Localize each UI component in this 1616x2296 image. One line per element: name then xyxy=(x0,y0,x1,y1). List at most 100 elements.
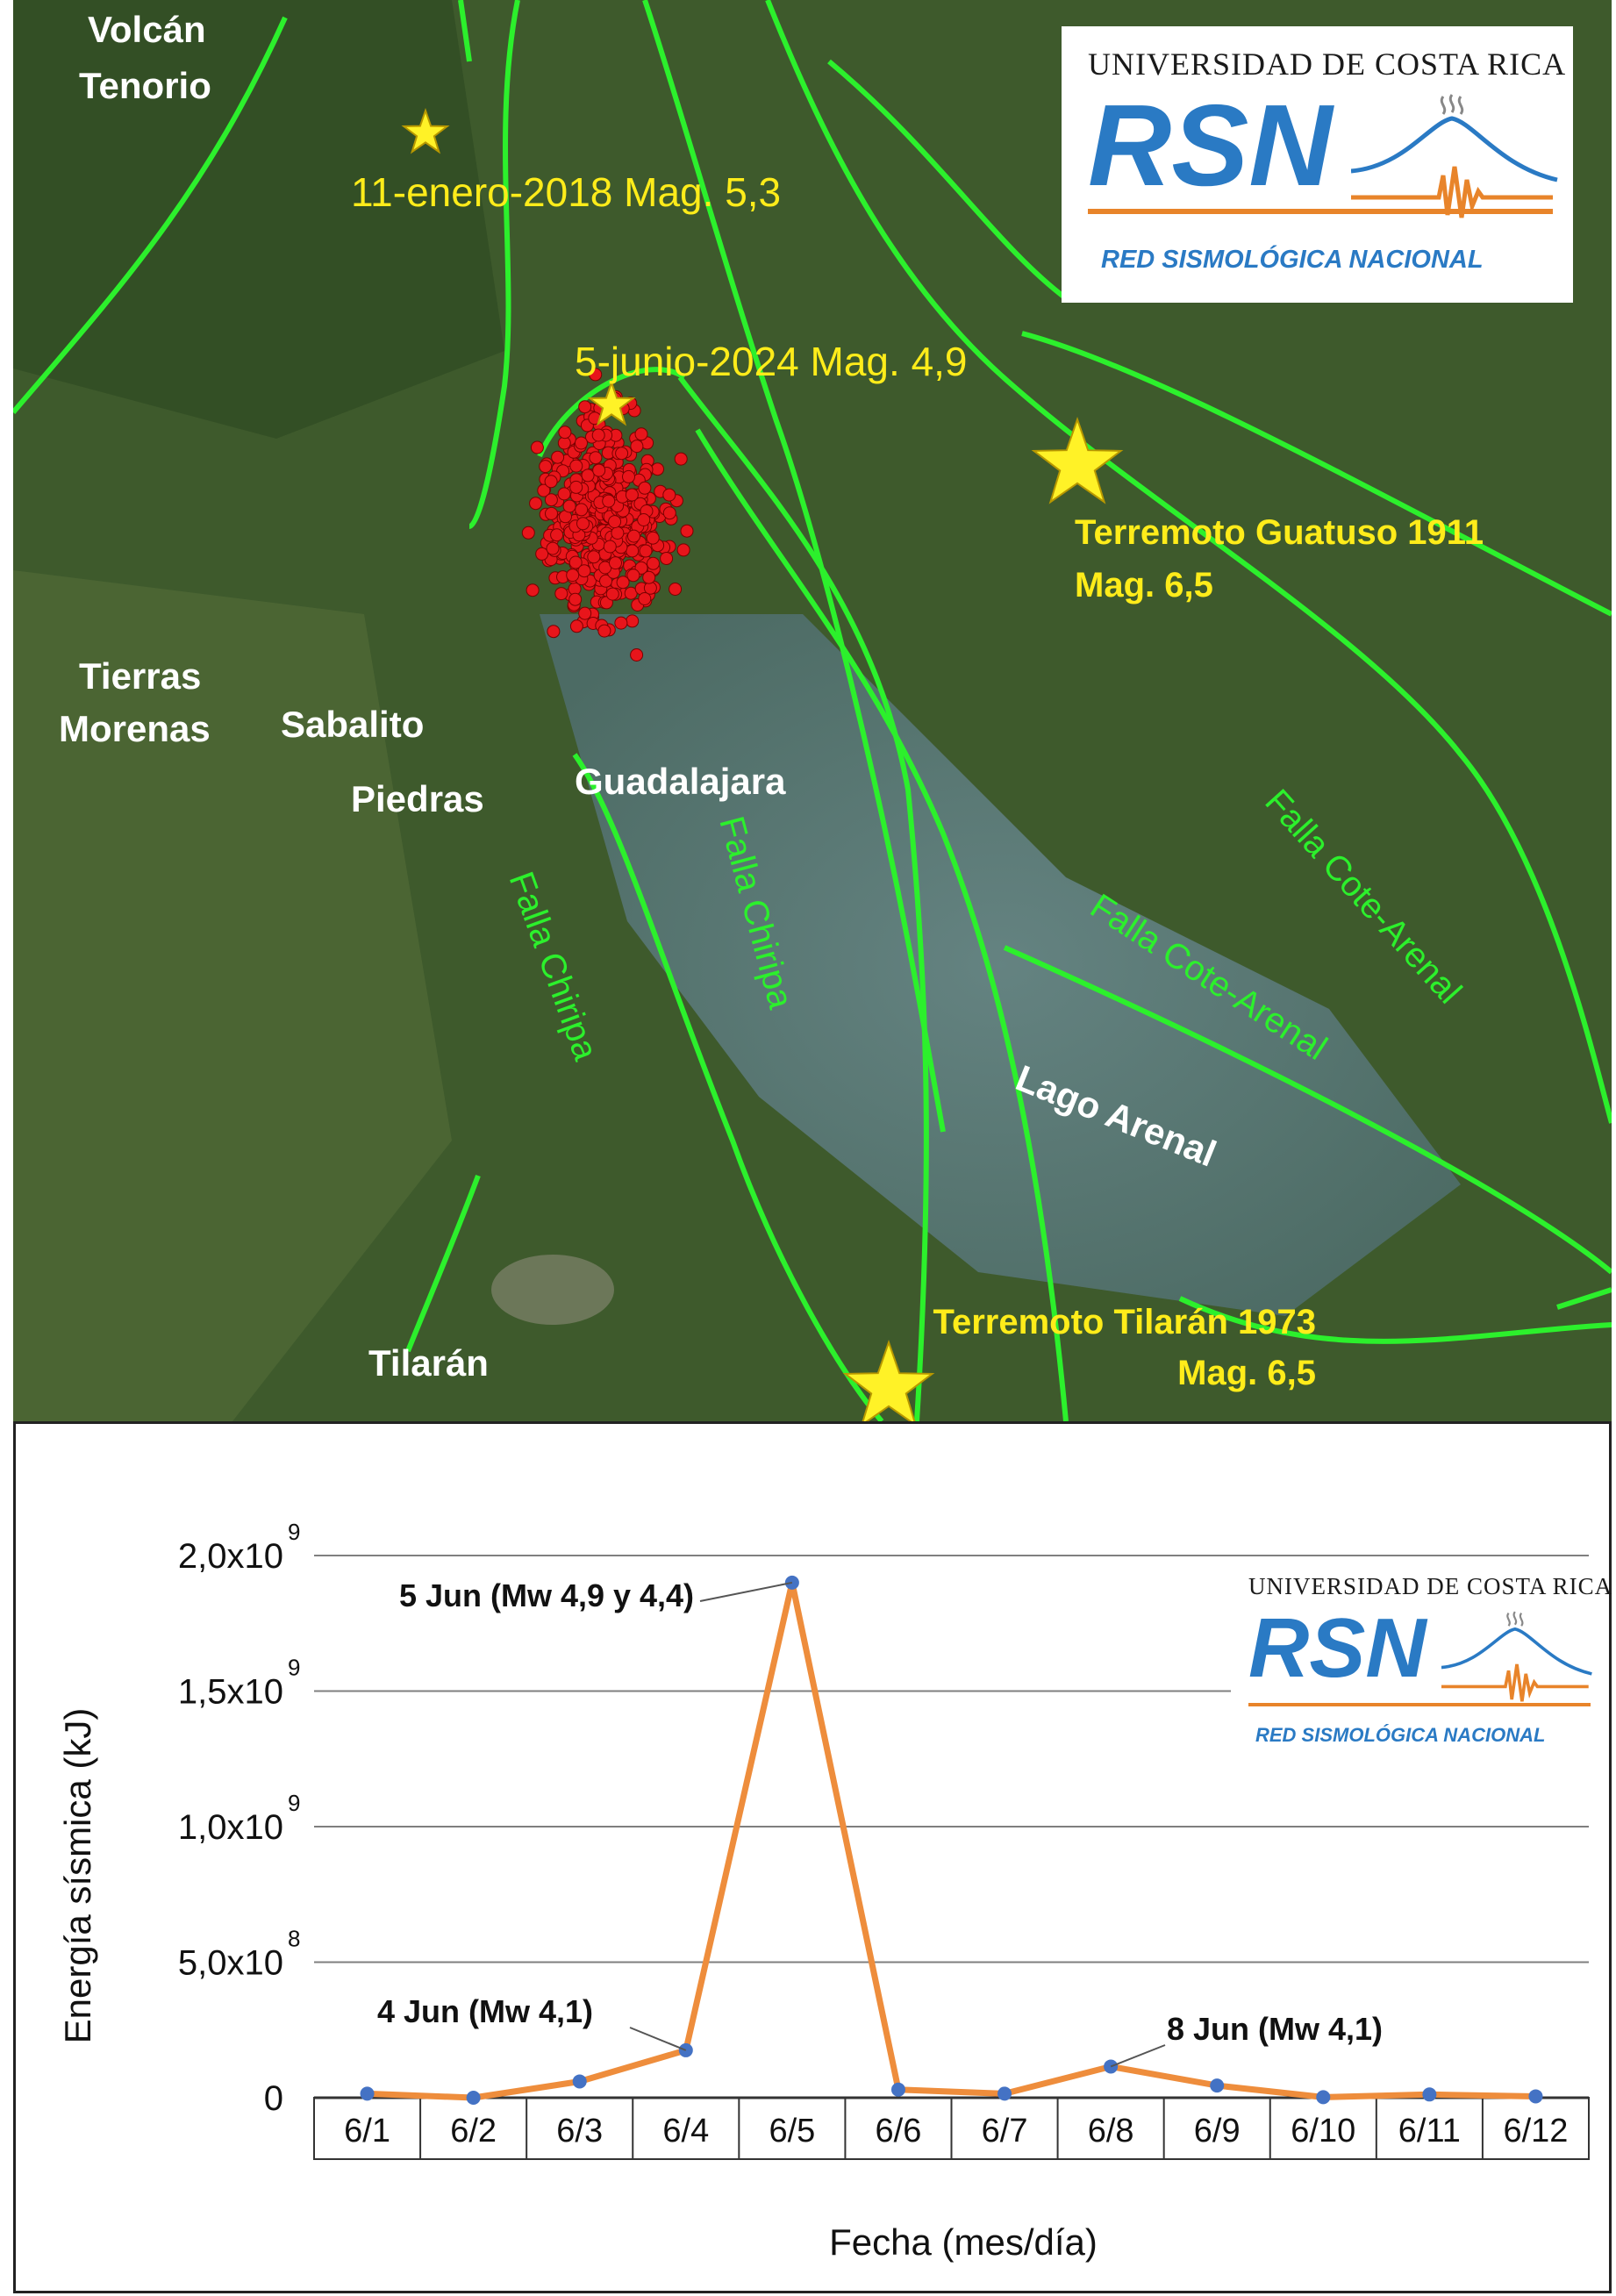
epicenter-dot xyxy=(634,427,648,441)
epicenter-dot xyxy=(642,570,656,584)
epicenter-dot xyxy=(551,450,565,464)
epicenter-dot xyxy=(602,494,616,508)
epicenter-dot xyxy=(554,587,568,601)
x-tick-label: 6/9 xyxy=(1194,2113,1241,2149)
epicenter-dot xyxy=(566,569,580,583)
farmland-area xyxy=(13,570,452,1421)
epicenter-dot xyxy=(614,616,628,630)
event-labels: 11-enero-2018 Mag. 5,3 5-junio-2024 Mag.… xyxy=(351,169,1484,1392)
epicenter-dot xyxy=(674,452,688,466)
epicenter-dot xyxy=(544,475,558,489)
epicenter-dot xyxy=(647,556,660,570)
x-tick-label: 6/10 xyxy=(1291,2113,1355,2149)
event-stars xyxy=(401,107,1124,1421)
annotation-leader xyxy=(1110,2044,1166,2068)
logo-university-name: UNIVERSIDAD DE COSTA RICA xyxy=(1088,46,1567,82)
x-tick-label: 6/6 xyxy=(876,2113,922,2149)
epicenter-dot xyxy=(526,583,540,597)
data-point xyxy=(572,2074,587,2089)
epicenter-dot xyxy=(550,528,564,542)
logo-network-name: RED SISMOLÓGICA NACIONAL xyxy=(1255,1724,1546,1746)
guatuso-title: Terremoto Guatuso 1911 xyxy=(1075,513,1484,552)
epicenter-dot xyxy=(577,564,591,578)
epicenter-dot xyxy=(615,447,629,461)
epicenter-dot xyxy=(546,541,560,555)
x-tick-label: 6/3 xyxy=(556,2113,603,2149)
epicenter-dot xyxy=(521,526,535,540)
data-point xyxy=(1316,2090,1331,2105)
tilaran-quake-magnitude: Mag. 6,5 xyxy=(1177,1354,1316,1392)
epicenter-dot xyxy=(626,544,640,558)
guatuso-magnitude: Mag. 6,5 xyxy=(1075,566,1213,604)
epicenter-dot xyxy=(539,460,553,474)
epicenter-dot xyxy=(578,400,592,414)
epicenter-dot xyxy=(589,368,603,382)
logo-network-name: RED SISMOLÓGICA NACIONAL xyxy=(1101,246,1484,274)
logo-acronym: RSN xyxy=(1088,81,1333,210)
place-tierras-line1: Tierras xyxy=(79,655,201,697)
volcano-seismograph-icon xyxy=(1441,1611,1592,1702)
epicenter-dot xyxy=(537,483,551,497)
place-guadalajara: Guadalajara xyxy=(575,761,786,802)
rsn-logo-chart: UNIVERSIDAD DE COSTA RICA RSN RED SISMOL… xyxy=(1231,1573,1612,1775)
x-tick-label: 6/2 xyxy=(450,2113,497,2149)
data-point xyxy=(1528,2089,1543,2104)
place-tierras-line2: Morenas xyxy=(59,708,211,749)
y-tick-label: 1,5x10 xyxy=(178,1673,283,1712)
epicenter-dot xyxy=(637,513,651,526)
seismic-map: Volcán Tenorio Tierras Morenas Sabalito … xyxy=(13,0,1612,1421)
epicenter-dot xyxy=(662,506,676,520)
epicenter-dot xyxy=(529,497,543,511)
epicenter-dot xyxy=(568,555,583,569)
epicenter-dot xyxy=(575,503,589,517)
y-tick: 0 xyxy=(264,2079,283,2118)
epicenter-dot xyxy=(627,529,640,543)
volcano-seismograph-icon xyxy=(1351,94,1558,218)
epicenter-dot xyxy=(562,499,576,513)
star-guatuso-1911 xyxy=(1031,416,1124,504)
series-energy xyxy=(360,1575,1543,2105)
epicenter-dot xyxy=(608,515,622,529)
annotation-leader xyxy=(699,1581,793,1602)
data-point xyxy=(360,2086,375,2101)
epicenter-dot xyxy=(646,531,660,545)
y-tick-exponent: 9 xyxy=(288,1790,300,1816)
epicenter-dot xyxy=(626,614,640,628)
epicenter-dot xyxy=(576,517,590,531)
annotations: 5 Jun (Mw 4,9 y 4,4) 4 Jun (Mw 4,1) 8 Jun … xyxy=(377,1577,1383,2068)
epicenter-dot xyxy=(662,488,676,502)
volcano-slope xyxy=(13,0,504,439)
logo-orange-rule xyxy=(1088,209,1553,214)
x-tick-label: 6/1 xyxy=(344,2113,390,2149)
epicenter-dot xyxy=(676,543,690,557)
epicenter-dot xyxy=(639,544,653,558)
epicenter-dot xyxy=(599,574,612,588)
epicenter-dot xyxy=(569,459,583,473)
epicenter-dot xyxy=(557,487,571,501)
epicenter-dot xyxy=(603,540,617,554)
epicenter-dot xyxy=(626,569,640,583)
y-tick-exponent: 9 xyxy=(288,1655,300,1681)
place-volcan-line2: Tenorio xyxy=(79,65,211,106)
x-tick-label: 6/5 xyxy=(769,2113,815,2149)
chart-canvas: 6/1 6/2 6/3 6/4 6/5 6/6 6/7 6/8 6/9 6/10 6/11 6/12 … xyxy=(57,1519,1590,2263)
y-tick-label: 1,0x10 xyxy=(178,1808,283,1847)
data-point xyxy=(1210,2078,1225,2093)
annotation-leader xyxy=(629,2027,687,2051)
data-point xyxy=(466,2091,481,2105)
epicenter-dot xyxy=(569,480,583,494)
x-tick-label: 6/4 xyxy=(662,2113,709,2149)
epicenter-dot xyxy=(530,440,544,454)
series-line xyxy=(367,1579,1536,2101)
data-point xyxy=(997,2086,1012,2101)
tilaran-town xyxy=(491,1255,614,1325)
seismic-energy-chart: 6/1 6/2 6/3 6/4 6/5 6/6 6/7 6/8 6/9 6/10 6/11 6/12 … xyxy=(13,1421,1612,2293)
epicenter-dot xyxy=(547,625,561,639)
epicenter-dot xyxy=(622,469,635,483)
epicenter-dot xyxy=(558,426,572,440)
epicenter-dot xyxy=(638,592,652,605)
epicenter-dot xyxy=(535,547,549,561)
